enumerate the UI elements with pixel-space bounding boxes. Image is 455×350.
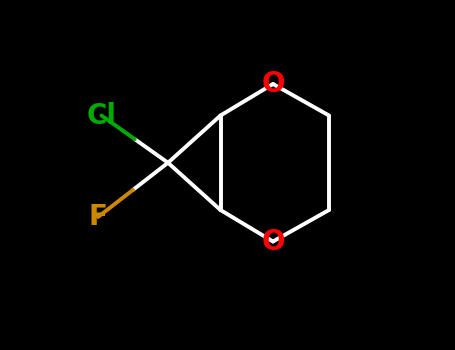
Text: Cl: Cl — [86, 102, 116, 130]
Text: F: F — [89, 203, 107, 231]
Text: O: O — [261, 228, 285, 256]
Text: O: O — [261, 70, 285, 98]
